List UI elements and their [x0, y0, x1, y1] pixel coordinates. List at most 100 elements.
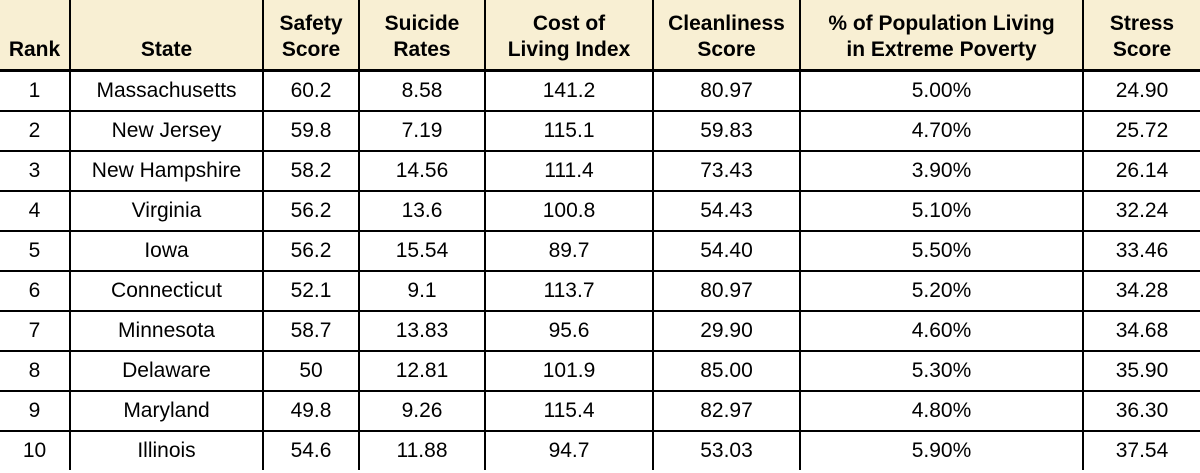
- cell-rank: 3: [0, 150, 71, 192]
- cell-state: Massachusetts: [69, 69, 264, 112]
- cell-clean: 82.97: [652, 390, 801, 432]
- cell-rank: 2: [0, 110, 71, 152]
- cell-safety: 60.2: [262, 69, 360, 112]
- column-header-suicide: Suicide Rates: [358, 0, 486, 72]
- cell-state: Illinois: [69, 430, 264, 470]
- cell-safety: 52.1: [262, 270, 360, 312]
- cell-rank: 5: [0, 230, 71, 272]
- cell-stress: 25.72: [1082, 110, 1200, 152]
- cell-cost: 115.1: [484, 110, 654, 152]
- cell-poverty: 5.00%: [799, 69, 1084, 112]
- cell-state: Virginia: [69, 190, 264, 232]
- cell-stress: 32.24: [1082, 190, 1200, 232]
- cell-safety: 56.2: [262, 190, 360, 232]
- cell-poverty: 5.10%: [799, 190, 1084, 232]
- table-row: 5 Iowa 56.2 15.54 89.7 54.40 5.50% 33.46: [0, 230, 1200, 272]
- cell-clean: 80.97: [652, 270, 801, 312]
- cell-suicide: 9.1: [358, 270, 486, 312]
- cell-suicide: 9.26: [358, 390, 486, 432]
- cell-clean: 54.43: [652, 190, 801, 232]
- cell-clean: 29.90: [652, 310, 801, 352]
- cell-safety: 59.8: [262, 110, 360, 152]
- cell-stress: 34.28: [1082, 270, 1200, 312]
- cell-state: Minnesota: [69, 310, 264, 352]
- cell-clean: 53.03: [652, 430, 801, 470]
- cell-clean: 73.43: [652, 150, 801, 192]
- cell-state: New Jersey: [69, 110, 264, 152]
- column-header-state: State: [69, 0, 264, 72]
- cell-suicide: 13.83: [358, 310, 486, 352]
- cell-poverty: 4.70%: [799, 110, 1084, 152]
- cell-state: New Hampshire: [69, 150, 264, 192]
- table-row: 6 Connecticut 52.1 9.1 113.7 80.97 5.20% 34.28: [0, 270, 1200, 312]
- cell-rank: 4: [0, 190, 71, 232]
- cell-stress: 37.54: [1082, 430, 1200, 470]
- cell-rank: 9: [0, 390, 71, 432]
- cell-safety: 50: [262, 350, 360, 392]
- cell-rank: 6: [0, 270, 71, 312]
- cell-clean: 54.40: [652, 230, 801, 272]
- cell-state: Delaware: [69, 350, 264, 392]
- table-row: 4 Virginia 56.2 13.6 100.8 54.43 5.10% 32.24: [0, 190, 1200, 232]
- cell-cost: 115.4: [484, 390, 654, 432]
- table-body: 1 Massachusetts 60.2 8.58 141.2 80.97 5.00% 24.…: [0, 69, 1200, 470]
- cell-safety: 56.2: [262, 230, 360, 272]
- table-row: 1 Massachusetts 60.2 8.58 141.2 80.97 5.00% 24.…: [0, 69, 1200, 112]
- cell-cost: 94.7: [484, 430, 654, 470]
- cell-cost: 89.7: [484, 230, 654, 272]
- cell-cost: 111.4: [484, 150, 654, 192]
- cell-poverty: 5.20%: [799, 270, 1084, 312]
- column-header-poverty: % of Population Living in Extreme Povert…: [799, 0, 1084, 72]
- cell-poverty: 4.60%: [799, 310, 1084, 352]
- cell-suicide: 13.6: [358, 190, 486, 232]
- cell-poverty: 5.90%: [799, 430, 1084, 470]
- cell-stress: 34.68: [1082, 310, 1200, 352]
- table-row: 7 Minnesota 58.7 13.83 95.6 29.90 4.60% 34.68: [0, 310, 1200, 352]
- table-row: 3 New Hampshire 58.2 14.56 111.4 73.43 3.90% 26…: [0, 150, 1200, 192]
- cell-safety: 49.8: [262, 390, 360, 432]
- cell-cost: 101.9: [484, 350, 654, 392]
- cell-suicide: 12.81: [358, 350, 486, 392]
- cell-safety: 58.2: [262, 150, 360, 192]
- cell-rank: 1: [0, 69, 71, 112]
- cell-rank: 7: [0, 310, 71, 352]
- header-row: Rank State Safety Score Suicide Rates Co…: [0, 0, 1200, 72]
- cell-stress: 36.30: [1082, 390, 1200, 432]
- table-row: 9 Maryland 49.8 9.26 115.4 82.97 4.80% 36.30: [0, 390, 1200, 432]
- table-row: 10 Illinois 54.6 11.88 94.7 53.03 5.90% 37.54: [0, 430, 1200, 470]
- cell-suicide: 14.56: [358, 150, 486, 192]
- column-header-cost: Cost of Living Index: [484, 0, 654, 72]
- cell-clean: 80.97: [652, 69, 801, 112]
- cell-clean: 59.83: [652, 110, 801, 152]
- cell-state: Maryland: [69, 390, 264, 432]
- column-header-cleanliness: Cleanliness Score: [652, 0, 801, 72]
- cell-stress: 35.90: [1082, 350, 1200, 392]
- cell-clean: 85.00: [652, 350, 801, 392]
- column-header-safety: Safety Score: [262, 0, 360, 72]
- cell-suicide: 8.58: [358, 69, 486, 112]
- cell-poverty: 4.80%: [799, 390, 1084, 432]
- column-header-rank: Rank: [0, 0, 71, 72]
- cell-state: Connecticut: [69, 270, 264, 312]
- cell-suicide: 7.19: [358, 110, 486, 152]
- cell-state: Iowa: [69, 230, 264, 272]
- cell-rank: 10: [0, 430, 71, 470]
- cell-cost: 113.7: [484, 270, 654, 312]
- cell-cost: 95.6: [484, 310, 654, 352]
- cell-poverty: 5.30%: [799, 350, 1084, 392]
- cell-cost: 100.8: [484, 190, 654, 232]
- cell-rank: 8: [0, 350, 71, 392]
- cell-cost: 141.2: [484, 69, 654, 112]
- cell-poverty: 3.90%: [799, 150, 1084, 192]
- cell-suicide: 15.54: [358, 230, 486, 272]
- cell-stress: 26.14: [1082, 150, 1200, 192]
- cell-stress: 24.90: [1082, 69, 1200, 112]
- table-row: 8 Delaware 50 12.81 101.9 85.00 5.30% 35.90: [0, 350, 1200, 392]
- table-row: 2 New Jersey 59.8 7.19 115.1 59.83 4.70% 25.72: [0, 110, 1200, 152]
- cell-safety: 54.6: [262, 430, 360, 470]
- cell-poverty: 5.50%: [799, 230, 1084, 272]
- cell-suicide: 11.88: [358, 430, 486, 470]
- cell-safety: 58.7: [262, 310, 360, 352]
- column-header-stress: Stress Score: [1082, 0, 1200, 72]
